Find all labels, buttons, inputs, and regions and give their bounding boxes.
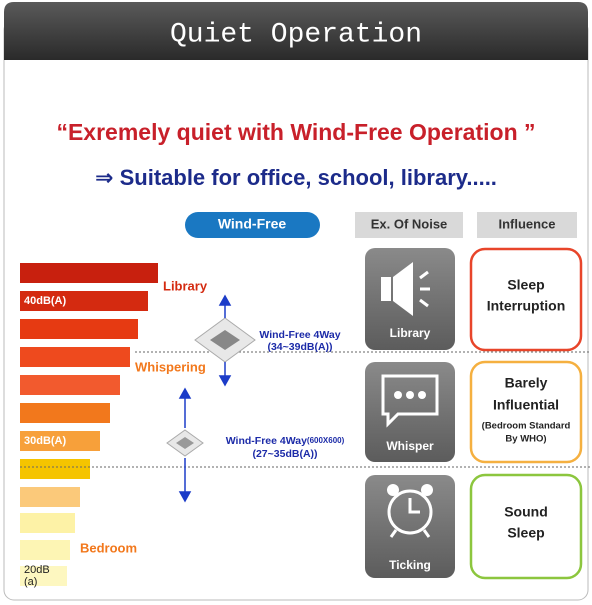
level-bars bbox=[20, 263, 158, 586]
influence-text: Influential bbox=[493, 397, 559, 413]
noise-label: Library bbox=[390, 326, 431, 340]
unit-size: (600X600) bbox=[307, 436, 345, 445]
column-header-text: Influence bbox=[498, 216, 555, 231]
influence-text: Interruption bbox=[487, 298, 566, 314]
noise-label: Ticking bbox=[389, 558, 431, 572]
noise-box bbox=[365, 475, 455, 578]
influence-box bbox=[469, 473, 583, 580]
bar bbox=[20, 487, 80, 507]
bar bbox=[20, 431, 100, 451]
bar bbox=[20, 513, 75, 533]
column-header-text: Ex. Of Noise bbox=[371, 216, 448, 231]
bar bbox=[20, 263, 158, 283]
influence-text: Sleep bbox=[507, 525, 544, 541]
influence-text: Sound bbox=[504, 504, 548, 520]
influence-text: Sleep bbox=[507, 277, 544, 293]
column-header bbox=[185, 212, 320, 238]
influence-box bbox=[469, 360, 583, 464]
headline: ⇒ Suitable for office, school, library..… bbox=[95, 165, 497, 190]
column-header bbox=[355, 212, 463, 238]
unit-name: Wind-Free 4Way bbox=[226, 435, 307, 447]
bar bbox=[20, 540, 70, 560]
unit-name: Wind-Free 4Way bbox=[259, 329, 340, 341]
noise-box bbox=[365, 248, 455, 350]
bar bbox=[20, 319, 138, 339]
influence-text: Barely bbox=[505, 375, 548, 391]
unit-name: Wind-Free 4Way(600X600) bbox=[226, 435, 345, 447]
bar bbox=[20, 375, 120, 395]
influence-box bbox=[469, 247, 583, 352]
influence-note: By WHO) bbox=[505, 434, 546, 445]
level-label: 20dB bbox=[24, 564, 50, 576]
header-bar bbox=[4, 2, 588, 60]
ceiling-unit bbox=[166, 429, 204, 457]
noise-box bbox=[365, 362, 455, 462]
column-header-text: Wind-Free bbox=[218, 216, 287, 232]
marker-label: Library bbox=[163, 278, 208, 293]
marker-label: Whispering bbox=[135, 359, 206, 374]
bar bbox=[20, 291, 148, 311]
level-label: 30dB(A) bbox=[24, 435, 67, 447]
unit-range: (27~35dB(A)) bbox=[252, 448, 317, 460]
bar bbox=[20, 403, 110, 423]
bar bbox=[20, 566, 67, 586]
influence-note: (Bedroom Standard bbox=[482, 421, 571, 432]
marker-label: Bedroom bbox=[80, 540, 137, 555]
headline: “Exremely quiet with Wind-Free Operation… bbox=[56, 119, 535, 145]
noise-label: Whisper bbox=[386, 439, 434, 453]
level-label: (a) bbox=[24, 576, 37, 588]
unit-range: (34~39dB(A)) bbox=[267, 341, 332, 353]
header-title: Quiet Operation bbox=[170, 19, 422, 50]
arrow bbox=[178, 294, 232, 503]
level-label: 40dB(A) bbox=[24, 295, 67, 307]
bar bbox=[20, 347, 130, 367]
bar bbox=[20, 459, 90, 479]
column-header bbox=[477, 212, 577, 238]
